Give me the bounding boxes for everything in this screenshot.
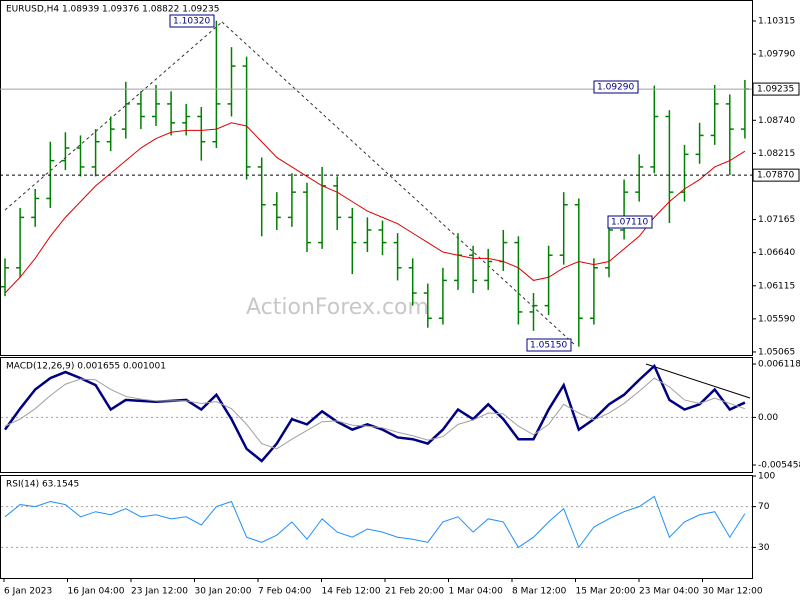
y-tick-label: 1.06640: [758, 248, 795, 258]
price-label: 1.07870: [757, 171, 794, 181]
x-tick-label: 15 Mar 20:00: [576, 587, 636, 597]
x-tick-label: 21 Feb 20:00: [385, 587, 444, 597]
y-tick-label: 30: [758, 543, 770, 553]
trend-line: [221, 21, 576, 346]
annotation: 1.10320: [173, 17, 210, 27]
x-tick-label: 14 Feb 12:00: [322, 587, 381, 597]
x-tick-label: 16 Jan 04:00: [68, 587, 125, 597]
x-tick-label: 8 Mar 12:00: [512, 587, 567, 597]
annotation-box: [526, 338, 572, 352]
rsi-title: RSI(14) 63.1545: [6, 480, 79, 490]
price-label-box: [752, 168, 800, 182]
x-tick-label: 1 Mar 04:00: [449, 587, 504, 597]
annotation: 1.05150: [530, 341, 567, 351]
annotation-box: [169, 14, 215, 28]
y-tick-label: 0.006118: [758, 360, 800, 370]
x-tick-label: 23 Mar 04:00: [639, 587, 699, 597]
annotation-box: [593, 80, 639, 94]
y-tick-label: -0.005458: [758, 461, 800, 471]
annotation: 1.09290: [597, 83, 634, 93]
x-tick-label: 23 Jan 12:00: [131, 587, 188, 597]
annotation: 1.07110: [611, 218, 648, 228]
price-label-box: [752, 82, 800, 96]
y-tick-label: 1.05590: [758, 314, 795, 324]
rsi-frame: [0, 475, 753, 579]
y-tick-label: 100: [758, 472, 775, 482]
x-tick-label: 7 Feb 04:00: [258, 587, 312, 597]
y-tick-label: 1.07165: [758, 215, 795, 225]
x-tick-label: 30 Mar 12:00: [703, 587, 763, 597]
y-tick-label: 1.08215: [758, 149, 795, 159]
annotation-box: [607, 215, 653, 229]
series-line: [4, 495, 746, 549]
watermark: ActionForex.com: [246, 295, 429, 320]
y-tick-label: 1.08740: [758, 116, 795, 126]
macd-title: MACD(12,26,9) 0.001655 0.001001: [6, 362, 166, 372]
macd-frame: [0, 357, 753, 473]
y-tick-label: 1.06115: [758, 281, 795, 291]
y-tick-label: 1.09790: [758, 50, 795, 60]
y-tick-label: 1.10315: [758, 16, 795, 26]
y-tick-label: 1.05065: [758, 347, 795, 357]
y-tick-label: 70: [758, 502, 770, 512]
price-label: 1.09235: [757, 85, 794, 95]
series-line: [4, 377, 746, 450]
y-tick-label: 0.00: [758, 413, 778, 423]
moving-average: [4, 122, 746, 294]
x-tick-label: 30 Jan 20:00: [195, 587, 252, 597]
x-tick-label: 6 Jan 2023: [4, 587, 52, 597]
price-title: EURUSD,H4 1.08939 1.09376 1.08822 1.0923…: [6, 5, 219, 15]
macd-trend-line: [645, 363, 751, 399]
